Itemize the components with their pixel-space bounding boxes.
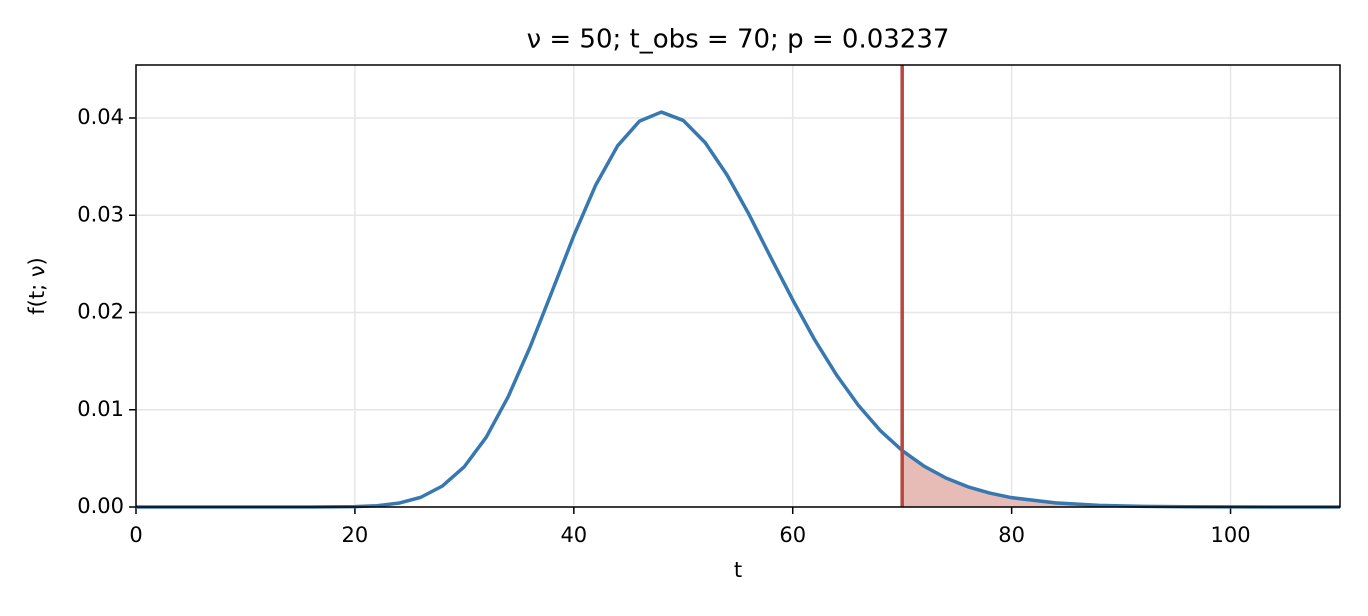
y-axis-label: f(t; ν) [25,257,49,315]
y-tick-label: 0.04 [77,105,124,129]
y-tick-label: 0.02 [77,300,124,324]
x-axis-label: t [734,558,742,582]
x-tick-label: 100 [1210,523,1250,547]
y-tick-label: 0.01 [77,397,124,421]
x-tick-label: 40 [560,523,587,547]
y-tick-label: 0.03 [77,202,124,226]
curve [136,110,1341,509]
x-tick-label: 20 [342,523,369,547]
x-tick-label: 60 [779,523,806,547]
chart-title: ν = 50; t_obs = 70; p = 0.03237 [527,25,950,55]
x-tick-label: 0 [129,523,142,547]
y-tick-label: 0.00 [77,494,124,518]
x-tick-label: 80 [998,523,1025,547]
tail-area [902,450,1340,507]
plot-frame [135,64,1341,508]
